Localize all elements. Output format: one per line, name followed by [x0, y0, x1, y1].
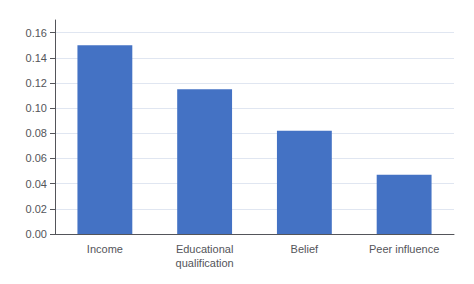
svg-text:Income: Income — [87, 243, 123, 255]
svg-text:qualification: qualification — [176, 257, 234, 269]
svg-text:Educational: Educational — [176, 243, 234, 255]
svg-text:Belief: Belief — [291, 243, 319, 255]
svg-text:0.02: 0.02 — [26, 203, 47, 215]
svg-text:0.12: 0.12 — [26, 77, 47, 89]
svg-text:0.04: 0.04 — [26, 178, 47, 190]
svg-text:0.06: 0.06 — [26, 152, 47, 164]
svg-text:0.16: 0.16 — [26, 27, 47, 39]
svg-text:Peer influence: Peer influence — [369, 243, 439, 255]
svg-text:0.10: 0.10 — [26, 102, 47, 114]
svg-text:0.14: 0.14 — [26, 52, 47, 64]
svg-text:0.00: 0.00 — [26, 228, 47, 240]
svg-text:0.08: 0.08 — [26, 127, 47, 139]
